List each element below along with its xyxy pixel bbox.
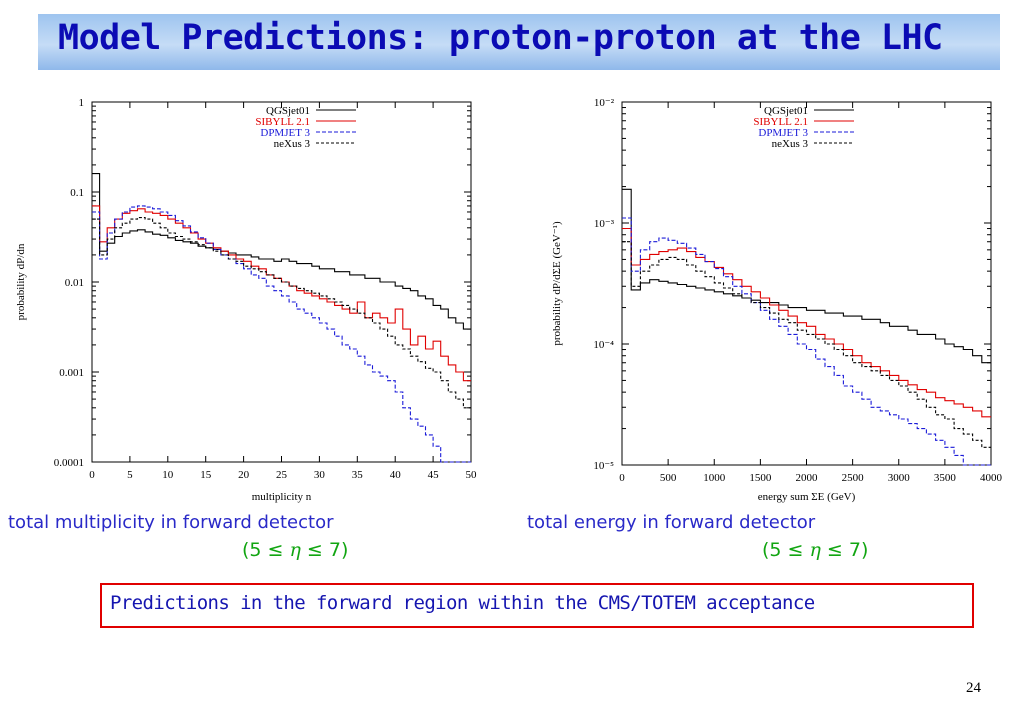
caption-energy: total energy in forward detector xyxy=(527,512,816,533)
series-dpmjet-3 xyxy=(622,217,991,466)
y-tick-label: 10⁻⁵ xyxy=(593,460,614,472)
prediction-box xyxy=(100,583,974,628)
legend-label: SIBYLL 2.1 xyxy=(753,116,808,128)
prediction-note: Predictions in the forward region within… xyxy=(110,592,815,614)
x-tick-label: 5 xyxy=(127,469,133,481)
eta-range-left: (5 ≤ η ≤ 7) xyxy=(242,539,349,561)
y-tick-label: 0.001 xyxy=(59,367,84,379)
y-tick-label: 10⁻⁴ xyxy=(593,339,614,351)
x-tick-label: 1500 xyxy=(749,472,772,484)
x-tick-label: 20 xyxy=(238,469,250,481)
series-qgsjet01 xyxy=(622,188,991,364)
x-tick-label: 50 xyxy=(466,469,478,481)
x-tick-label: 2500 xyxy=(842,472,865,484)
x-tick-label: 3500 xyxy=(934,472,957,484)
series-nexus-3 xyxy=(622,241,991,448)
page-number: 24 xyxy=(966,680,981,696)
series-nexus-3 xyxy=(92,217,471,409)
x-tick-label: 0 xyxy=(619,472,625,484)
legend-label: SIBYLL 2.1 xyxy=(255,116,310,128)
x-tick-label: 35 xyxy=(352,469,364,481)
x-tick-label: 0 xyxy=(89,469,95,481)
x-tick-label: 25 xyxy=(276,469,288,481)
series-sibyll-2-1 xyxy=(622,227,991,418)
x-tick-label: 500 xyxy=(660,472,677,484)
legend-label: DPMJET 3 xyxy=(758,127,808,139)
x-tick-label: 3000 xyxy=(888,472,911,484)
y-tick-label: 0.0001 xyxy=(54,457,84,469)
x-axis-label: energy sum ΣE (GeV) xyxy=(758,491,856,503)
x-tick-label: 40 xyxy=(390,469,402,481)
series-dpmjet-3 xyxy=(92,205,471,463)
y-tick-label: 10⁻³ xyxy=(594,218,615,230)
y-axis-label: probability dP/dΣE (GeV⁻¹) xyxy=(551,221,563,346)
x-tick-label: 15 xyxy=(200,469,212,481)
x-axis-label: multiplicity n xyxy=(252,491,312,503)
y-tick-label: 0.1 xyxy=(70,187,84,199)
y-tick-label: 10⁻² xyxy=(594,97,615,109)
eta-range-right: (5 ≤ η ≤ 7) xyxy=(762,539,869,561)
x-tick-label: 45 xyxy=(428,469,440,481)
slide-title: Model Predictions: proton-proton at the … xyxy=(58,18,943,58)
energy-chart: 0 500 1000 1500 2000 2500 3000 3500 4000 10⁻⁵ 10⁻⁴… xyxy=(551,97,1003,503)
title-bar xyxy=(38,14,1000,70)
x-tick-label: 2000 xyxy=(796,472,819,484)
caption-multiplicity: total multiplicity in forward detector xyxy=(8,512,334,533)
legend-label: neXus 3 xyxy=(274,138,311,150)
x-tick-label: 4000 xyxy=(980,472,1003,484)
multiplicity-chart: 0 5 10 15 20 25 30 35 40 45 50 0.0001 0.001 0.01 0.1 1 m… xyxy=(15,97,478,503)
y-tick-label: 0.01 xyxy=(65,277,84,289)
y-tick-label: 1 xyxy=(79,97,85,109)
x-tick-label: 10 xyxy=(162,469,174,481)
legend-label: DPMJET 3 xyxy=(260,127,310,139)
series-qgsjet01 xyxy=(92,173,471,330)
legend-label: QGSjet01 xyxy=(764,105,808,117)
legend-label: QGSjet01 xyxy=(266,105,310,117)
x-tick-label: 1000 xyxy=(703,472,726,484)
legend-label: neXus 3 xyxy=(772,138,809,150)
x-tick-label: 30 xyxy=(314,469,326,481)
y-axis-label: probability dP/dn xyxy=(15,243,27,320)
